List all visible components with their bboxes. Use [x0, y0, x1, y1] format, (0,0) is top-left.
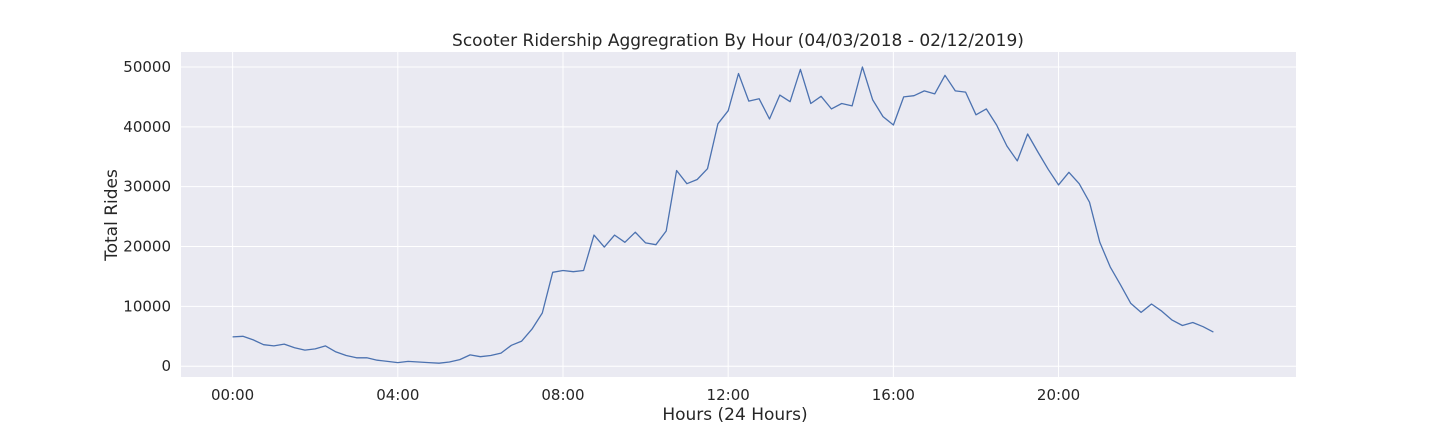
- x-axis-ticks: 00:00 04:00 08:00 12:00 16:00 20:00: [211, 386, 1080, 404]
- y-tick-label: 30000: [123, 178, 171, 196]
- y-tick-label: 20000: [123, 238, 171, 256]
- grid-lines: [181, 52, 1296, 377]
- x-tick-label: 16:00: [872, 386, 915, 404]
- y-tick-label: 40000: [123, 118, 171, 136]
- x-tick-label: 12:00: [707, 386, 750, 404]
- plot-area: [181, 52, 1296, 377]
- x-axis-title: Hours (24 Hours): [662, 405, 807, 425]
- y-tick-label: 50000: [123, 58, 171, 76]
- y-axis-ticks: 0 10000 20000 30000 40000 50000: [123, 58, 171, 375]
- x-tick-label: 00:00: [211, 386, 254, 404]
- y-axis-title: Total Rides: [102, 169, 122, 262]
- x-tick-label: 08:00: [541, 386, 584, 404]
- x-tick-label: 20:00: [1037, 386, 1080, 404]
- chart-title: Scooter Ridership Aggregration By Hour (…: [452, 31, 1024, 51]
- y-tick-label: 10000: [123, 297, 171, 315]
- series-line: [232, 66, 1214, 364]
- x-tick-label: 04:00: [376, 386, 419, 404]
- y-tick-label: 0: [161, 357, 171, 375]
- series-layer: [232, 66, 1214, 364]
